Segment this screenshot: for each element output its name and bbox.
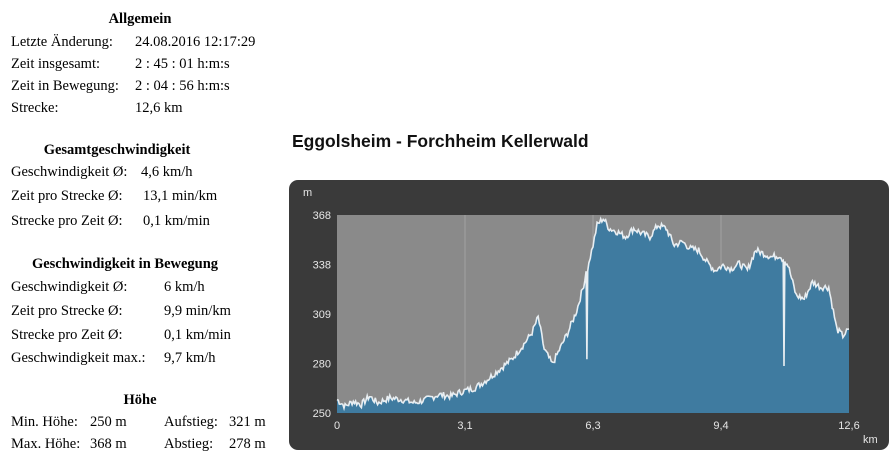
section-title-allgemein: Allgemein [108, 11, 172, 27]
chart-title: Eggolsheim - Forchheim Kellerwald [292, 131, 589, 151]
stat-value: 368 m [90, 436, 127, 452]
stat-label: Geschwindigkeit max.: [11, 350, 146, 366]
y-axis-unit: m [303, 187, 312, 199]
stat-label: Strecke pro Zeit Ø: [11, 327, 123, 343]
stat-value: 321 m [229, 414, 266, 430]
section-title-hoehe: Höhe [123, 392, 157, 408]
y-tick-label: 280 [313, 359, 331, 371]
stat-value: 13,1 min/km [143, 188, 218, 204]
stat-value: 2 : 04 : 56 h:m:s [135, 78, 230, 94]
stat-label: Abstieg: [164, 436, 214, 452]
stat-label: Geschwindigkeit Ø: [11, 164, 128, 180]
elevation-chart-svg: 250 280 309 338 368 0 3,1 6,3 9,4 12,6 m km [303, 187, 878, 446]
stat-label: Zeit pro Strecke Ø: [11, 188, 123, 204]
x-tick-label: 9,4 [713, 420, 728, 432]
x-tick-label: 0 [334, 420, 340, 432]
x-axis-unit: km [863, 434, 878, 446]
stat-value: 9,7 km/h [164, 350, 216, 366]
y-tick-label: 368 [313, 210, 331, 222]
stat-label: Zeit insgesamt: [11, 56, 100, 72]
elevation-chart: 250 280 309 338 368 0 3,1 6,3 9,4 12,6 m km [289, 180, 889, 450]
stat-value: 12,6 km [135, 100, 183, 116]
section-title-bewegung: Geschwindigkeit in Bewegung [31, 256, 219, 272]
stat-label: Min. Höhe: [11, 414, 78, 430]
stat-value: 250 m [90, 414, 127, 430]
elevation-area [337, 218, 849, 413]
x-tick-label: 12,6 [838, 420, 859, 432]
stat-label: Max. Höhe: [11, 436, 81, 452]
stat-value: 0,1 km/min [143, 213, 210, 229]
stat-value: 278 m [229, 436, 266, 452]
y-tick-label: 338 [313, 260, 331, 272]
y-tick-label: 250 [313, 408, 331, 420]
stat-label: Zeit in Bewegung: [11, 78, 119, 94]
stat-value: 24.08.2016 12:17:29 [135, 34, 256, 50]
stat-label: Strecke: [11, 100, 59, 116]
stat-label: Zeit pro Strecke Ø: [11, 303, 123, 319]
x-tick-label: 6,3 [585, 420, 600, 432]
stat-label: Geschwindigkeit Ø: [11, 279, 128, 295]
stat-value: 6 km/h [164, 279, 205, 295]
stat-label: Aufstieg: [164, 414, 218, 430]
stat-value: 0,1 km/min [164, 327, 231, 343]
stat-label: Strecke pro Zeit Ø: [11, 213, 123, 229]
stat-label: Letzte Änderung: [11, 34, 113, 50]
stat-value: 2 : 45 : 01 h:m:s [135, 56, 230, 72]
section-title-gesamtgeschwindigkeit: Gesamtgeschwindigkeit [43, 142, 191, 158]
elevation-line [336, 216, 850, 412]
stat-value: 9,9 min/km [164, 303, 231, 319]
stat-value: 4,6 km/h [141, 164, 193, 180]
x-tick-label: 3,1 [457, 420, 472, 432]
y-tick-label: 309 [313, 309, 331, 321]
